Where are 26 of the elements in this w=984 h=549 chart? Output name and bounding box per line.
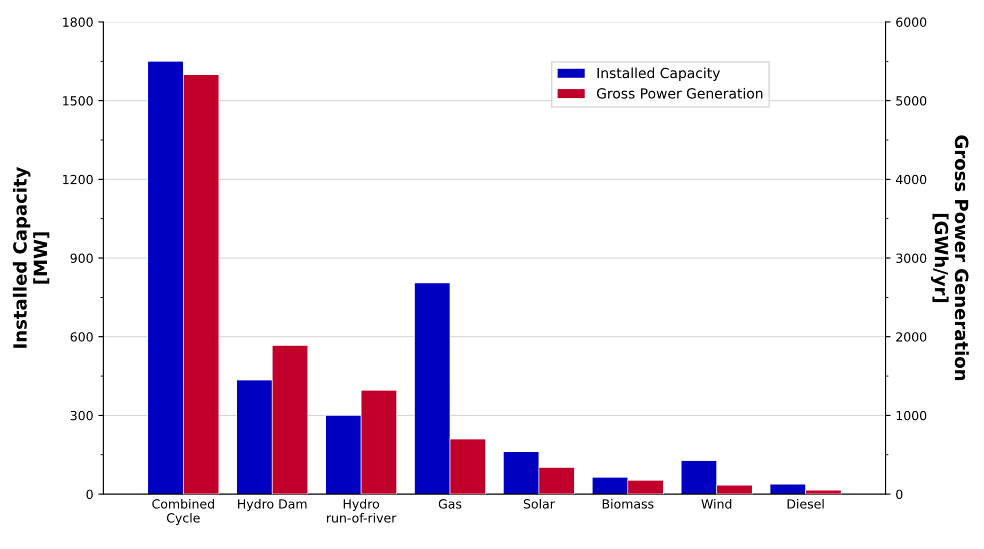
y2-axis-title: Gross Power Generation [GWh/yr]: [930, 135, 969, 380]
x-tick-label: Biomass: [602, 498, 654, 509]
y-tick-label: 1800: [63, 17, 93, 27]
y-axis-title: Installed Capacity [MW]: [12, 166, 50, 348]
y-tick-label: 300: [70, 410, 93, 420]
legend-label: Gross Power Generation: [596, 88, 762, 99]
y2-tick-label: 4000: [896, 174, 926, 184]
x-tick-label: Combined Cycle: [152, 498, 214, 526]
x-tick-label: Diesel: [788, 498, 824, 509]
x-tick-label: Wind: [701, 498, 732, 509]
y2-tick-label: 1000: [896, 410, 926, 420]
y-tick-label: 1200: [63, 174, 93, 184]
x-tick-label: Solar: [524, 498, 555, 509]
y2-tick-label: 5000: [896, 96, 926, 106]
x-tick-label: Gas: [438, 499, 462, 509]
y-tick-label: 0: [86, 490, 93, 500]
y-tick-label: 600: [70, 332, 93, 342]
y-tick-label: 1500: [63, 96, 93, 106]
y2-tick-label: 3000: [896, 254, 926, 263]
legend-label: Installed Capacity: [598, 68, 720, 81]
y2-tick-label: 0: [896, 490, 902, 500]
y2-tick-label: 6000: [896, 17, 926, 27]
y2-tick-label: 2000: [896, 332, 926, 342]
y-tick-label: 900: [70, 254, 93, 263]
x-tick-label: Hydro Dam: [238, 498, 306, 512]
x-tick-label: Hydro run-of-river: [327, 498, 396, 523]
